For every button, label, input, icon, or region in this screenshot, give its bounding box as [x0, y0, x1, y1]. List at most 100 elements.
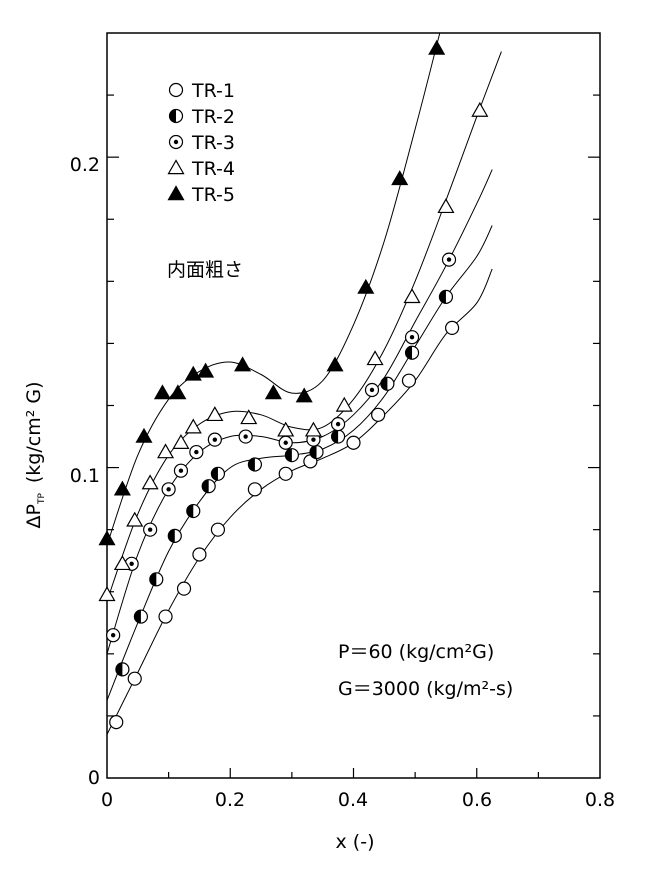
marker-shape: [135, 427, 153, 443]
marker-shape: [98, 586, 116, 602]
marker-shape: [184, 365, 202, 381]
data-point-tr-1: [247, 482, 262, 497]
marker-fill: [186, 504, 194, 518]
marker-shape: [401, 373, 417, 388]
marker-shape: [168, 82, 184, 98]
data-point-tr-5: [234, 356, 252, 372]
marker-shape: [167, 185, 185, 201]
data-point-tr-2: [380, 376, 395, 391]
x-tick-label: 0.4: [338, 789, 368, 811]
data-point-tr-1: [176, 581, 192, 596]
data-point-tr-5: [357, 278, 375, 294]
marker-shape: [184, 418, 202, 434]
marker-fill: [169, 109, 176, 123]
marker-fill: [380, 377, 388, 391]
data-point-tr-4: [277, 421, 295, 437]
data-point-tr-4: [304, 421, 322, 437]
data-point-tr-3: [189, 444, 204, 460]
y-axis-label-subscript: TP: [37, 493, 47, 505]
marker-dot: [283, 440, 288, 445]
data-point-tr-3: [238, 429, 253, 444]
x-tick-label: 0.6: [462, 789, 492, 811]
y-axis-label: ΔPTP (kg/cm² G): [23, 381, 47, 528]
legend-label: TR-5: [191, 184, 235, 206]
x-tick-label: 0.2: [215, 789, 245, 811]
legend-item: TR-1: [168, 80, 235, 102]
marker-shape: [391, 170, 409, 186]
marker-dot: [446, 257, 452, 262]
marker-shape: [197, 362, 215, 378]
data-point-tr-4: [172, 434, 190, 449]
marker-dot: [147, 527, 153, 532]
marker-dot: [129, 561, 134, 567]
pressure-annotation: P＝60 (kg/cm²G): [338, 641, 494, 663]
marker-dot: [194, 449, 199, 455]
marker-shape: [153, 384, 171, 400]
marker-shape: [357, 278, 375, 294]
marker-shape: [158, 609, 173, 624]
marker-fill: [331, 430, 339, 444]
marker-dot: [335, 421, 341, 427]
data-point-tr-1: [445, 320, 460, 335]
data-point-tr-1: [278, 466, 293, 481]
data-point-tr-2: [404, 345, 420, 360]
legend-label: TR-1: [191, 80, 235, 102]
marker-fill: [439, 290, 446, 304]
x-tick-label: 0: [101, 789, 113, 811]
y-tick-label: 0: [88, 767, 100, 789]
marker-shape: [210, 522, 226, 537]
data-point-tr-3: [143, 522, 158, 537]
surface-annotation: 内面粗さ: [167, 259, 243, 281]
marker-fill: [149, 572, 157, 586]
data-point-tr-3: [404, 330, 420, 345]
data-point-tr-4: [98, 586, 116, 602]
data-point-tr-2: [149, 572, 164, 587]
marker-shape: [437, 198, 455, 214]
data-point-tr-4: [157, 443, 175, 459]
marker-shape: [445, 320, 460, 335]
data-point-tr-5: [135, 427, 153, 443]
marker-shape: [192, 547, 207, 562]
data-point-tr-2: [115, 662, 130, 677]
data-point-tr-4: [403, 288, 421, 304]
marker-shape: [234, 356, 252, 372]
legend-label: TR-4: [191, 158, 235, 180]
marker-dot: [369, 387, 375, 393]
data-point-tr-2: [284, 448, 299, 463]
data-point-tr-3: [330, 417, 346, 432]
y-tick-label: 0.1: [70, 465, 100, 487]
marker-shape: [206, 406, 224, 422]
marker-shape: [127, 671, 142, 686]
data-point-tr-5: [169, 384, 187, 400]
data-point-tr-4: [206, 406, 224, 422]
data-point-tr-1: [371, 407, 386, 422]
marker-shape: [98, 530, 116, 546]
series-markers: [98, 39, 489, 730]
x-axis-label: x (-): [336, 831, 375, 853]
data-point-tr-3: [364, 382, 380, 398]
series-line-tr-2: [106, 225, 493, 701]
data-point-tr-2: [330, 429, 346, 444]
data-point-tr-4: [126, 511, 144, 527]
data-point-tr-1: [158, 609, 173, 624]
data-point-tr-2: [309, 444, 324, 460]
legend-marker-tr-2: [168, 108, 184, 124]
marker-shape: [126, 511, 144, 527]
marker-fill: [248, 457, 255, 471]
data-point-tr-1: [401, 373, 417, 388]
data-point-tr-2: [186, 503, 201, 519]
marker-dot: [212, 437, 218, 442]
data-point-tr-2: [210, 466, 226, 481]
data-point-tr-4: [240, 409, 258, 425]
legend-label: TR-2: [191, 106, 235, 128]
marker-shape: [335, 396, 353, 412]
marker-dot: [110, 633, 116, 638]
marker-shape: [176, 581, 192, 596]
marker-shape: [371, 407, 386, 422]
data-point-tr-3: [207, 432, 222, 447]
data-point-tr-2: [247, 457, 262, 472]
data-point-tr-5: [153, 384, 171, 400]
marker-fill: [168, 529, 175, 543]
y-tick-label: 0.2: [70, 154, 100, 176]
data-point-tr-4: [184, 418, 202, 434]
